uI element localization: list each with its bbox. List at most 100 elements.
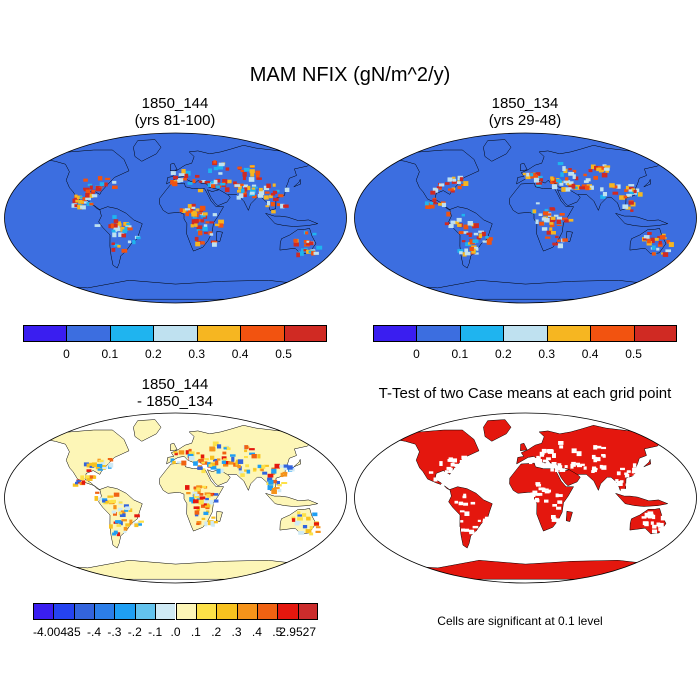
colorbar-swatch — [216, 603, 237, 620]
grid-cell — [558, 441, 564, 445]
grid-cell — [74, 194, 78, 198]
grid-cell — [267, 485, 274, 490]
grid-cell — [541, 452, 545, 455]
grid-cell — [656, 247, 660, 251]
grid-cell — [616, 471, 621, 476]
grid-cell — [244, 187, 248, 192]
grid-cell — [104, 177, 111, 180]
grid-cell — [96, 463, 103, 469]
grid-cell — [196, 225, 203, 230]
grid-cell — [525, 175, 531, 180]
grid-cell — [107, 495, 114, 498]
grid-cell — [298, 251, 304, 256]
grid-cell — [100, 460, 105, 465]
grid-cell — [571, 448, 577, 454]
grid-cell — [125, 225, 129, 228]
grid-cell — [314, 522, 320, 525]
grid-cell — [268, 480, 274, 485]
grid-cell — [628, 201, 634, 205]
grid-cell — [193, 506, 200, 510]
grid-cell — [461, 213, 466, 217]
grid-cell — [194, 514, 199, 517]
grid-cell — [113, 512, 117, 516]
grid-cell — [218, 172, 223, 175]
grid-cell — [193, 493, 199, 499]
map-difference — [4, 412, 347, 584]
grid-cell — [105, 501, 109, 504]
grid-cell — [277, 484, 282, 487]
grid-cell — [522, 172, 526, 176]
grid-cell — [602, 454, 606, 458]
grid-cell — [539, 221, 545, 226]
grid-cell — [553, 214, 559, 217]
grid-cell — [306, 249, 311, 254]
grid-cell — [250, 173, 255, 177]
grid-cell — [240, 473, 245, 477]
grid-cell — [635, 188, 640, 193]
grid-cell — [204, 521, 208, 527]
colorbar-label: 0.1 — [451, 347, 469, 361]
grid-cell — [543, 488, 549, 491]
grid-cell — [245, 464, 250, 468]
grid-cell — [109, 524, 113, 529]
grid-cell — [267, 473, 274, 478]
grid-cell — [248, 448, 255, 451]
grid-cell — [568, 168, 572, 171]
land-madagascar — [215, 510, 223, 522]
grid-cell — [273, 197, 279, 202]
grid-cell — [298, 531, 305, 535]
grid-cell — [238, 471, 244, 475]
grid-cell — [600, 187, 604, 192]
grid-cell — [113, 227, 118, 232]
grid-cell — [462, 252, 467, 257]
grid-cell — [545, 236, 551, 239]
grid-cell — [633, 189, 637, 194]
grid-cell — [127, 240, 132, 244]
grid-cell — [75, 199, 80, 203]
colorbar-swatch — [155, 603, 176, 620]
grid-cell — [129, 519, 133, 525]
grid-cell — [193, 461, 198, 466]
grid-cell — [464, 251, 471, 256]
grid-cell — [559, 468, 566, 472]
grid-cell — [600, 194, 606, 199]
grid-cell — [205, 497, 209, 501]
grid-cell — [134, 514, 140, 518]
grid-cell — [193, 499, 199, 504]
grid-cell — [221, 456, 227, 460]
grid-cell — [557, 162, 564, 166]
grid-cell — [209, 233, 214, 236]
colorbar-label: -.1 — [148, 625, 163, 639]
land-indonesia — [264, 492, 319, 507]
grid-cell — [111, 510, 117, 514]
grid-cell — [217, 458, 221, 461]
grid-cell — [470, 223, 476, 227]
grid-cell — [238, 185, 242, 190]
grid-cell — [283, 467, 288, 471]
grid-cell — [98, 497, 103, 501]
grid-cell — [251, 187, 256, 190]
grid-cell — [80, 475, 85, 481]
grid-cell — [271, 468, 277, 474]
grid-cell — [652, 514, 656, 520]
grid-cell — [74, 204, 78, 208]
grid-cell — [644, 512, 650, 518]
land-japan — [643, 458, 651, 468]
grid-cell — [265, 205, 270, 208]
grid-cell — [602, 192, 608, 197]
land-greenland — [483, 139, 512, 162]
grid-cell — [486, 237, 493, 241]
grid-cell — [557, 494, 563, 497]
land-namerica — [44, 429, 130, 491]
grid-cell — [112, 232, 117, 238]
grid-cell — [203, 231, 208, 235]
land-uk — [170, 442, 178, 452]
grid-cell — [71, 203, 77, 208]
land-namerica — [394, 429, 480, 491]
grid-cell — [185, 450, 191, 455]
grid-cell — [201, 180, 206, 183]
grid-cell — [284, 187, 290, 193]
grid-cell — [659, 235, 666, 240]
grid-cell — [205, 506, 210, 510]
colorbar-swatch — [153, 325, 197, 342]
